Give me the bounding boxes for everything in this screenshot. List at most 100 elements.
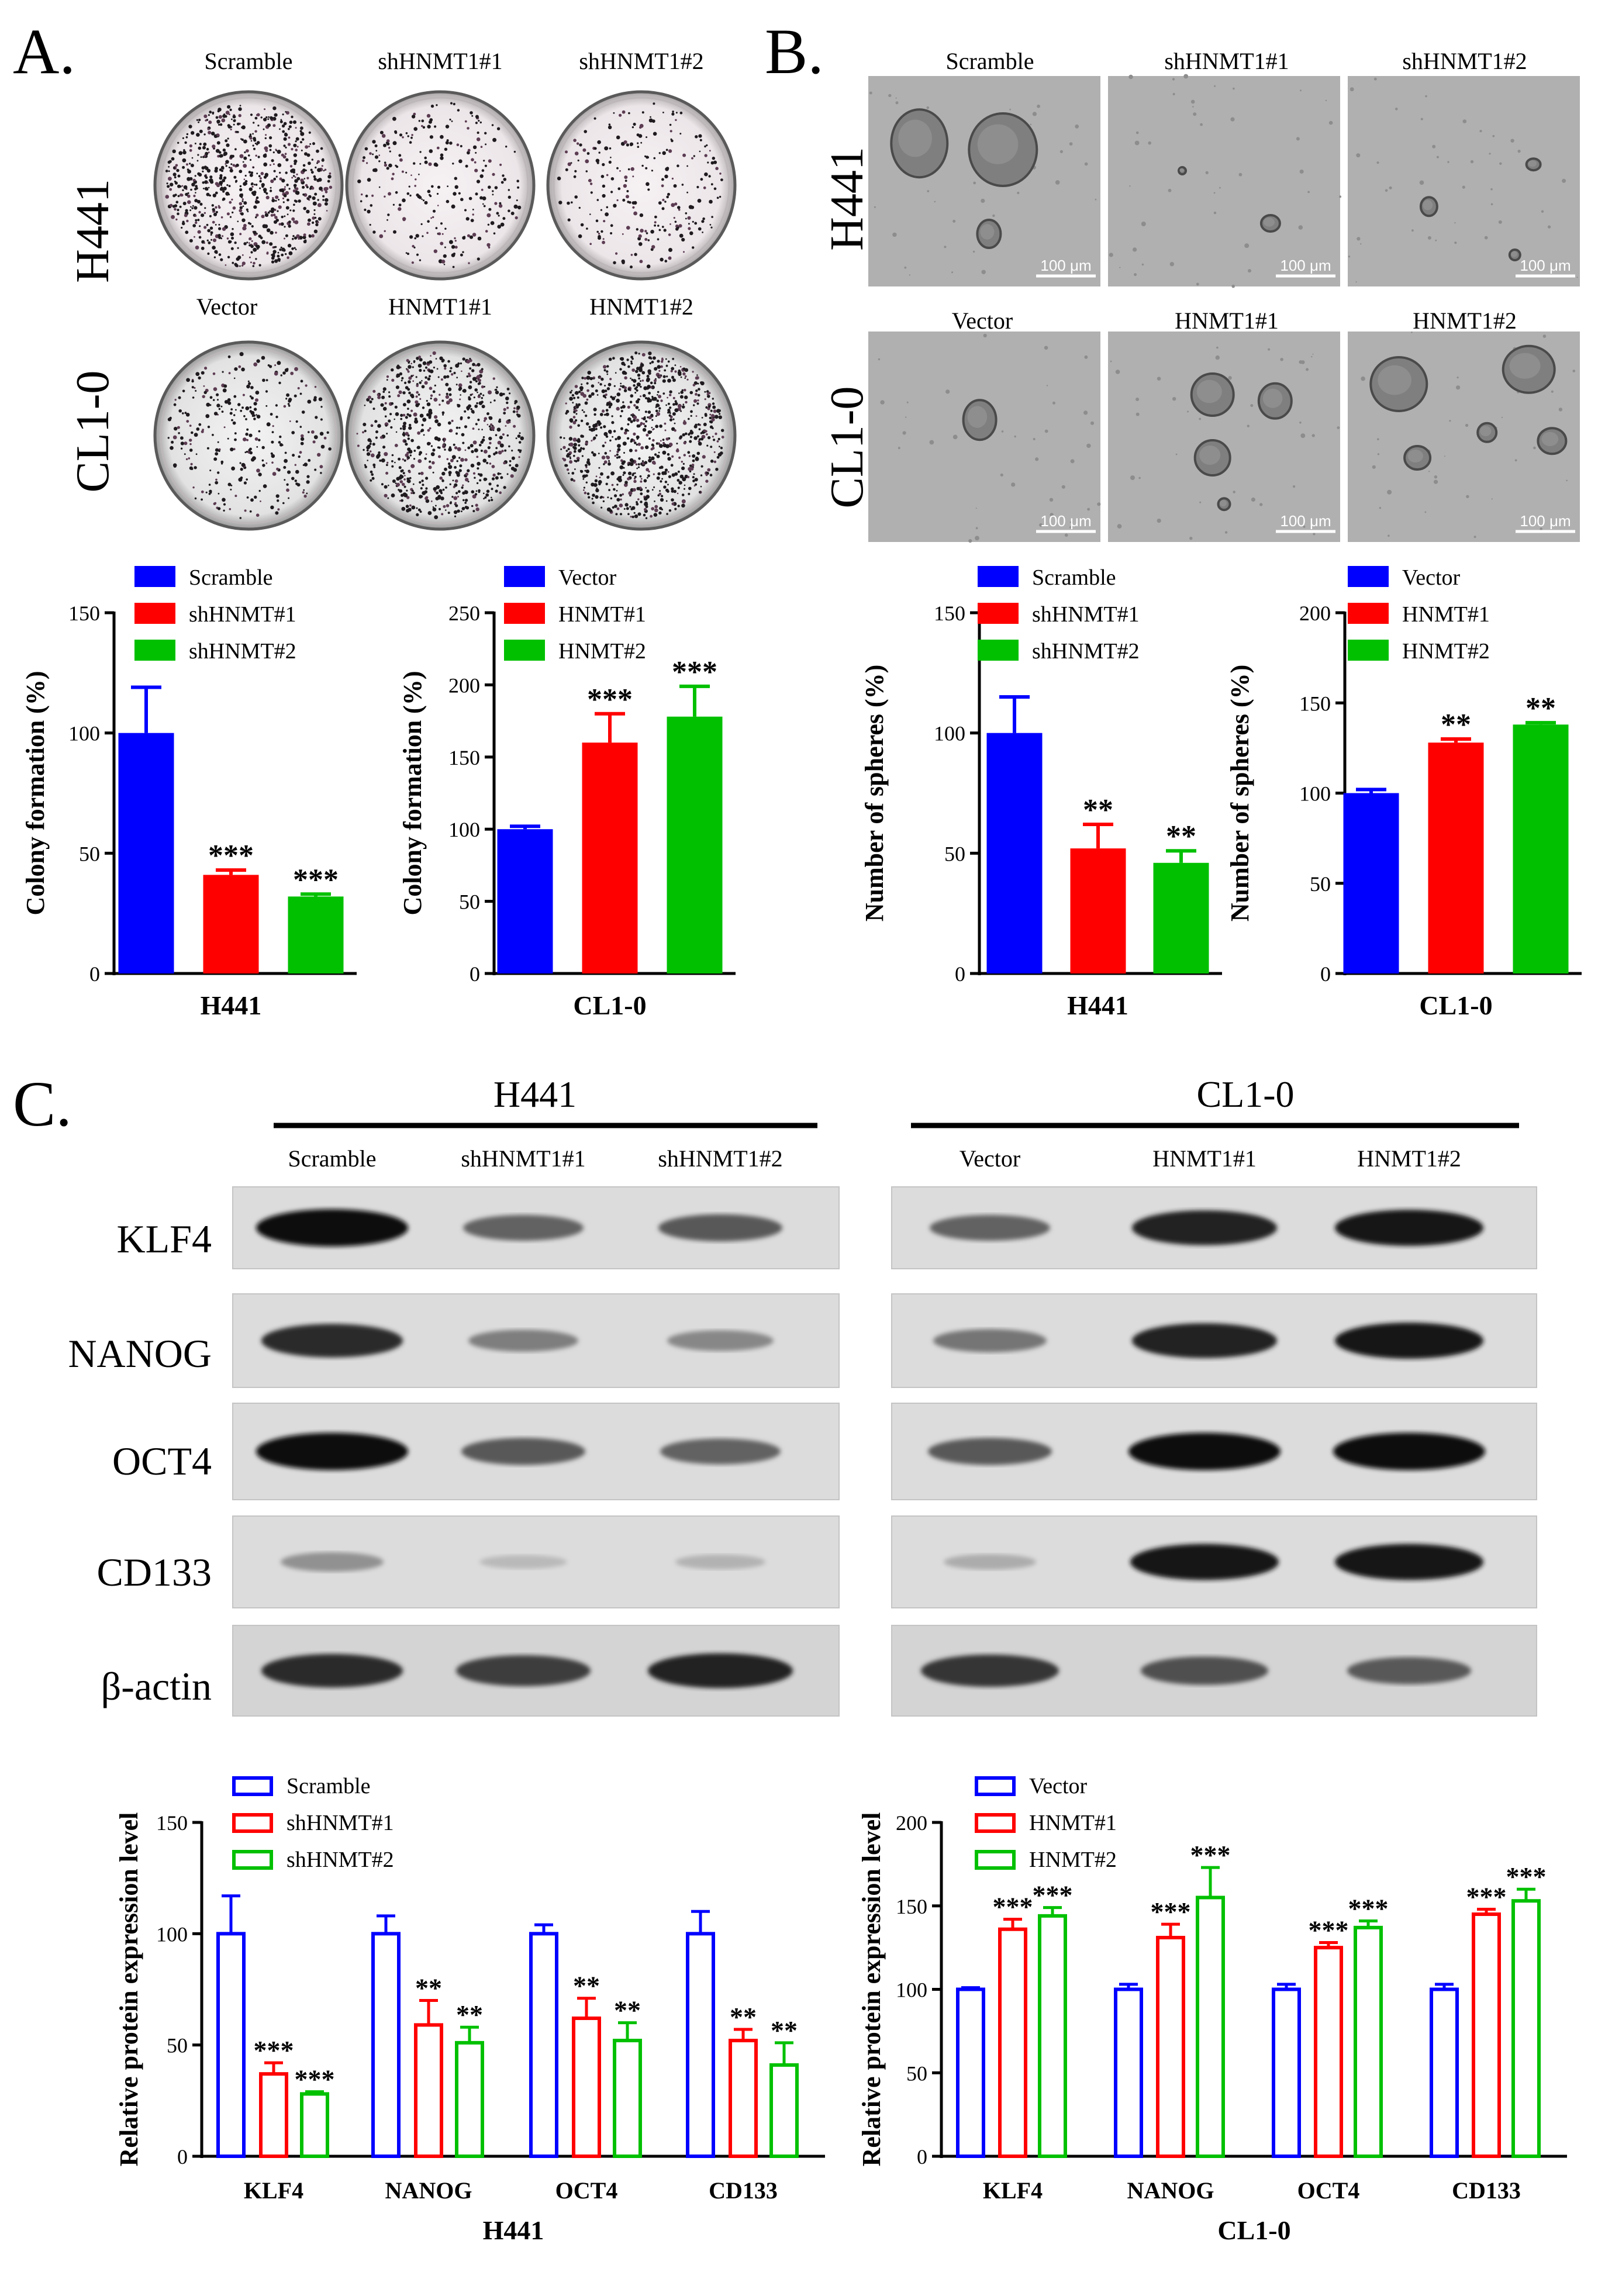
colony-dot <box>399 489 403 493</box>
colony-dot <box>519 449 522 452</box>
y-tick-label: 100 <box>1299 782 1331 806</box>
colony-dot <box>270 179 274 184</box>
colony-dot <box>477 461 481 466</box>
colony-dot <box>692 246 695 249</box>
colony-dot <box>425 477 429 480</box>
colony-dot <box>173 167 175 170</box>
colony-dot <box>675 112 678 114</box>
colony-dot <box>716 455 720 459</box>
significance-label: ** <box>1525 692 1556 725</box>
colony-dot <box>680 410 682 412</box>
colony-dot <box>248 242 250 244</box>
colony-dot <box>323 436 327 440</box>
colony-dot <box>236 257 240 261</box>
colony-dot <box>408 185 410 188</box>
y-tick-label: 250 <box>448 602 480 625</box>
colony-dot <box>260 236 263 240</box>
colony-dot <box>424 156 427 160</box>
colony-dot <box>407 135 409 137</box>
colony-dot <box>492 137 497 142</box>
colony-dot <box>384 485 388 489</box>
colony-dot <box>602 194 606 198</box>
colony-dot <box>495 447 498 450</box>
colony-dot <box>282 155 287 159</box>
colony-dot <box>292 189 296 193</box>
colony-dot <box>206 147 209 151</box>
colony-dot <box>607 496 609 499</box>
colony-dot <box>413 361 416 364</box>
colony-dot <box>250 410 255 415</box>
protein-band <box>1347 1657 1471 1684</box>
colony-dot <box>239 517 242 519</box>
colony-dot <box>428 410 432 414</box>
protein-band <box>928 1438 1052 1465</box>
colony-dot <box>324 168 327 171</box>
colony-dot <box>430 355 432 357</box>
colony-dot <box>648 470 650 473</box>
colony-dot <box>636 228 639 231</box>
colony-dot <box>606 387 610 391</box>
colony-dot <box>491 496 492 499</box>
colony-dot <box>428 120 432 124</box>
significance-label: ** <box>1441 708 1471 741</box>
colony-dot <box>648 351 652 355</box>
colony-dot <box>262 378 265 382</box>
colony-dot <box>661 184 664 188</box>
colony-dot <box>294 247 296 249</box>
colony-dot <box>602 444 605 448</box>
colony-dot <box>634 475 637 478</box>
colony-dot <box>631 506 634 510</box>
colony-dot <box>462 441 465 444</box>
colony-dot <box>435 505 437 507</box>
colony-dot <box>169 416 172 420</box>
x-axis-label: H441 <box>201 990 262 1020</box>
colony-dot <box>372 463 376 467</box>
colony-dot <box>632 175 634 178</box>
colony-dot <box>695 376 699 380</box>
colony-dot <box>613 261 616 264</box>
sphere-highlight <box>1480 426 1492 437</box>
colony-dot <box>482 196 486 201</box>
colony-dot <box>281 253 284 257</box>
colony-dot <box>312 440 316 444</box>
colony-dot <box>203 226 207 229</box>
colony-dot <box>256 213 259 217</box>
y-tick-label: 100 <box>68 722 100 745</box>
debris-dot <box>1190 99 1195 104</box>
colony-dot <box>620 410 623 413</box>
colony-dot <box>422 126 426 129</box>
colony-dot <box>369 152 372 155</box>
colony-dot <box>205 414 210 419</box>
colony-dot <box>398 203 402 206</box>
colony-dot <box>672 358 675 360</box>
colony-dot <box>402 472 405 475</box>
colony-dot <box>223 503 226 506</box>
colony-dot <box>581 409 584 412</box>
colony-dot <box>408 361 410 364</box>
colony-dot <box>416 513 419 517</box>
colony-dot <box>391 465 394 468</box>
colony-dot <box>208 130 212 134</box>
colony-dot <box>719 446 720 448</box>
colony-dot <box>491 426 495 430</box>
colony-dot <box>638 134 643 138</box>
debris-dot <box>1388 534 1390 537</box>
colony-dot <box>171 440 174 444</box>
colony-dot <box>308 161 311 165</box>
dish-label-shhnmt1-1: shHNMT1#1 <box>378 48 502 74</box>
debris-dot <box>1473 536 1476 538</box>
colony-dot <box>228 166 230 168</box>
colony-dot <box>595 158 600 163</box>
colony-dot <box>222 179 226 182</box>
colony-dot <box>442 439 444 441</box>
debris-dot <box>1033 438 1036 440</box>
colony-dot <box>505 396 509 400</box>
colony-dot <box>233 123 235 126</box>
colony-dot <box>592 501 595 505</box>
colony-dot <box>461 507 465 510</box>
colony-dot <box>411 115 416 119</box>
colony-dot <box>223 187 227 191</box>
colony-dot <box>229 168 233 172</box>
colony-dot <box>670 464 674 467</box>
colony-dot <box>438 232 441 236</box>
